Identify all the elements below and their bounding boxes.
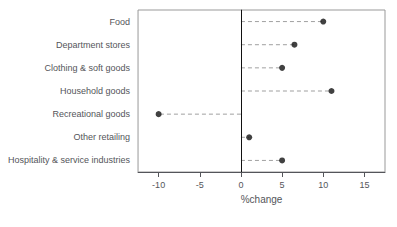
svg-text:0: 0 <box>238 180 243 190</box>
svg-text:Clothing & soft goods: Clothing & soft goods <box>44 63 130 73</box>
svg-text:Recreational goods: Recreational goods <box>52 109 130 119</box>
svg-text:Department stores: Department stores <box>56 40 131 50</box>
svg-text:-10: -10 <box>152 180 165 190</box>
svg-text:%change: %change <box>241 194 283 205</box>
svg-text:10: 10 <box>318 180 328 190</box>
svg-text:Hospitality & service industri: Hospitality & service industries <box>8 155 131 165</box>
svg-text:Household goods: Household goods <box>60 86 131 96</box>
svg-text:Other retailing: Other retailing <box>74 132 131 142</box>
svg-text:5: 5 <box>280 180 285 190</box>
svg-text:-5: -5 <box>196 180 204 190</box>
svg-text:Food: Food <box>110 17 131 27</box>
svg-text:15: 15 <box>359 180 369 190</box>
